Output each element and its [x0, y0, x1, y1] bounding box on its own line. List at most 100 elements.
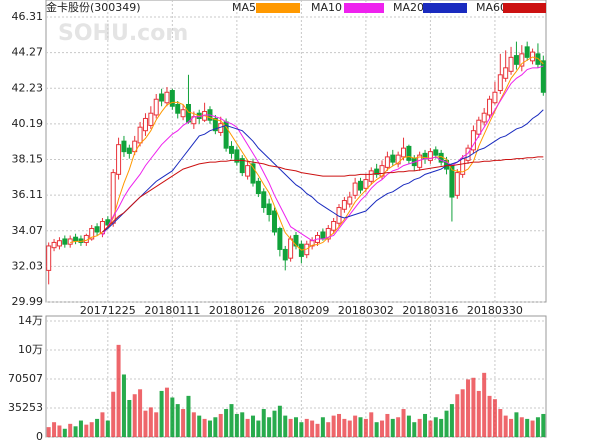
candle-body: [524, 46, 530, 58]
volume-bar: [358, 417, 363, 437]
candle-body: [331, 220, 337, 231]
candle-body: [519, 53, 525, 67]
volume-bar: [218, 413, 223, 437]
legend-swatch: [344, 3, 384, 13]
volume-bar: [541, 413, 546, 437]
volume-bar: [342, 418, 347, 437]
candle-body: [454, 172, 460, 196]
ma-line: [70, 56, 544, 251]
candle-body: [540, 60, 546, 93]
volume-bar: [170, 397, 175, 437]
candle-body: [401, 147, 407, 158]
candle-body: [433, 149, 439, 156]
x-tick-label: 20171225: [80, 304, 136, 317]
volume-bar: [304, 418, 309, 437]
volume-bar: [482, 372, 487, 437]
candle-body: [148, 112, 154, 126]
volume-bar: [154, 412, 159, 437]
volume-bar: [315, 423, 320, 437]
volume-bar: [310, 420, 315, 437]
candle-body: [288, 238, 294, 259]
volume-bar: [337, 413, 342, 437]
volume-bar: [514, 412, 519, 437]
candle-body: [277, 227, 283, 250]
candle-body: [212, 117, 218, 132]
volume-bar: [207, 420, 212, 437]
volume-bar: [186, 395, 191, 437]
volume-bar: [283, 415, 288, 437]
volume-bar: [148, 407, 153, 437]
volume-bar: [428, 420, 433, 437]
candle-body: [363, 179, 369, 189]
volume-bar: [73, 426, 78, 437]
volume-bar: [62, 428, 67, 437]
candle-body: [513, 55, 519, 65]
candle-body: [530, 51, 536, 62]
volume-bar: [143, 410, 148, 437]
volume-bar: [272, 410, 277, 437]
volume-bar: [267, 417, 272, 437]
volume-bar: [331, 415, 336, 437]
volume-bar: [406, 415, 411, 437]
candle-body: [374, 168, 380, 175]
candle-body: [384, 156, 390, 168]
volume-bar: [197, 415, 202, 437]
legend-swatch: [503, 3, 546, 13]
volume-bar: [519, 417, 524, 437]
volume-bar: [277, 405, 282, 437]
volume-bar: [121, 374, 126, 437]
y-tick-label: 14万: [18, 314, 43, 327]
watermark: SOHU.com: [58, 21, 188, 46]
candle-body: [169, 90, 175, 107]
volume-bar: [363, 418, 368, 437]
candle-body: [121, 140, 127, 153]
candle-body: [390, 154, 396, 163]
volume-bar: [57, 425, 62, 437]
candle-body: [94, 226, 100, 233]
volume-bar: [509, 418, 514, 437]
candle-body: [137, 126, 143, 144]
candle-body: [46, 245, 52, 271]
candle-body: [508, 56, 514, 72]
volume-bar: [68, 423, 73, 437]
volume-bar: [138, 389, 143, 437]
volume-bar: [412, 422, 417, 437]
volume-bar: [444, 410, 449, 437]
candle-body: [406, 145, 412, 161]
candle-body: [175, 103, 181, 114]
volume-bar: [175, 404, 180, 437]
candle-body: [325, 227, 331, 240]
volume-bar: [78, 420, 83, 437]
volume-bar: [84, 424, 89, 437]
candle-body: [56, 240, 62, 247]
candle-body: [180, 109, 186, 118]
volume-bar: [95, 418, 100, 437]
candle-body: [234, 149, 240, 163]
y-tick-label: 36.11: [12, 188, 44, 201]
volume-bar: [213, 417, 218, 437]
candle-body: [245, 165, 251, 177]
volume-bar: [52, 422, 57, 437]
candle-body: [126, 147, 132, 154]
candle-body: [497, 74, 503, 92]
volume-bar: [374, 422, 379, 437]
y-tick-label: 0: [36, 430, 43, 440]
candle-body: [487, 98, 493, 116]
candle-body: [470, 130, 476, 151]
legend-label: MA20: [393, 1, 424, 14]
volume-bar: [100, 412, 105, 437]
chart-title: 金卡股份(300349): [46, 0, 141, 14]
volume-bar: [181, 409, 186, 437]
y-tick-label: 42.23: [12, 81, 44, 94]
volume-bar: [471, 377, 476, 437]
ma-line: [102, 109, 544, 233]
volume-bar: [439, 418, 444, 437]
candle-body: [368, 170, 374, 182]
y-tick-label: 44.27: [12, 46, 44, 59]
volume-bar: [396, 417, 401, 437]
volume-bar: [89, 422, 94, 437]
candle-body: [341, 200, 347, 210]
candle-body: [427, 151, 433, 161]
volume-bar: [449, 404, 454, 437]
volume-bar: [127, 399, 132, 437]
